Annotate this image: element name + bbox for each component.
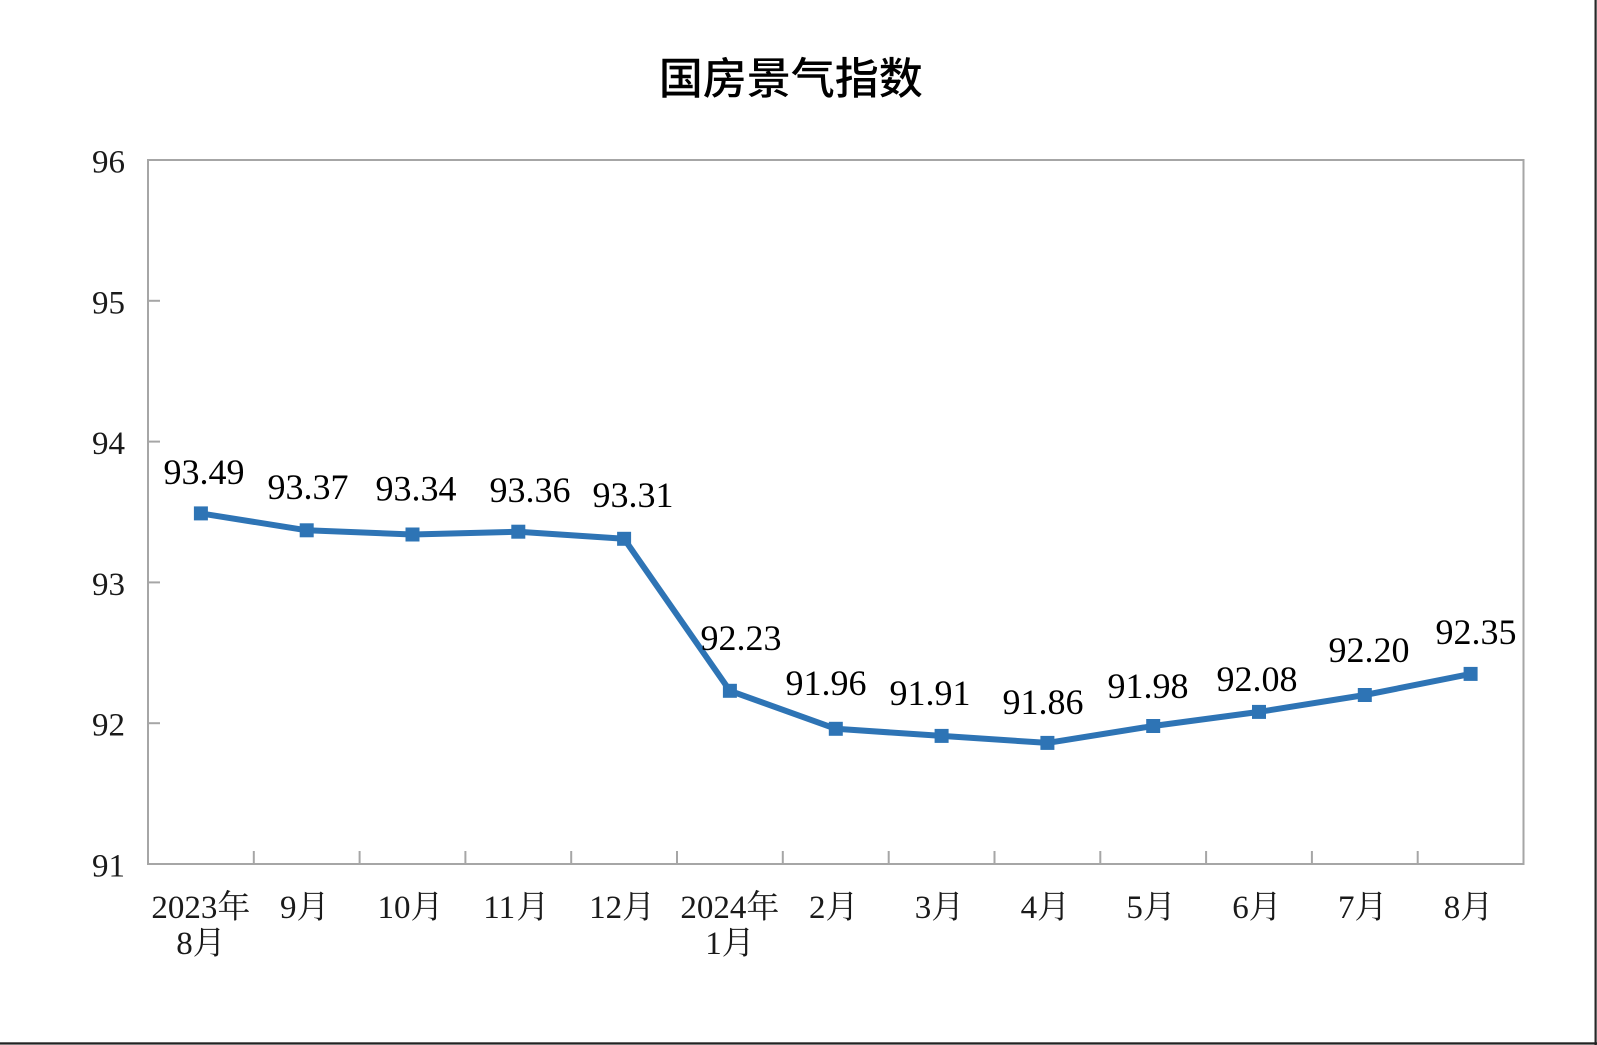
svg-text:7: 7 <box>1338 890 1355 926</box>
svg-text:94: 94 <box>92 426 125 462</box>
svg-text:91: 91 <box>92 849 125 885</box>
svg-text:91.86: 91.86 <box>1003 682 1084 722</box>
svg-text:92.35: 92.35 <box>1436 612 1517 652</box>
svg-text:1: 1 <box>705 926 722 962</box>
svg-text:10: 10 <box>378 890 411 926</box>
svg-text:92.20: 92.20 <box>1329 630 1410 670</box>
svg-text:8: 8 <box>176 926 193 962</box>
svg-text:11: 11 <box>483 890 515 926</box>
svg-text:93.34: 93.34 <box>376 469 457 509</box>
svg-text:93.31: 93.31 <box>593 475 674 515</box>
svg-text:92.08: 92.08 <box>1217 659 1298 699</box>
svg-text:12: 12 <box>589 890 622 926</box>
svg-text:95: 95 <box>92 285 125 321</box>
svg-text:91.91: 91.91 <box>890 673 971 713</box>
svg-text:6: 6 <box>1232 890 1249 926</box>
svg-text:2023: 2023 <box>151 890 217 926</box>
svg-text:93.37: 93.37 <box>268 467 349 507</box>
svg-text:92.23: 92.23 <box>701 618 782 658</box>
svg-text:92: 92 <box>92 708 125 744</box>
svg-text:96: 96 <box>92 145 125 181</box>
svg-text:2: 2 <box>809 890 826 926</box>
svg-text:93.49: 93.49 <box>164 452 245 492</box>
svg-text:4: 4 <box>1021 890 1038 926</box>
svg-text:8: 8 <box>1444 890 1461 926</box>
svg-text:91.96: 91.96 <box>786 663 867 703</box>
svg-text:3: 3 <box>915 890 932 926</box>
svg-text:9: 9 <box>280 890 297 926</box>
svg-text:93.36: 93.36 <box>490 470 571 510</box>
svg-text:2024: 2024 <box>680 890 746 926</box>
svg-text:91.98: 91.98 <box>1108 666 1189 706</box>
svg-text:93: 93 <box>92 567 125 603</box>
svg-text:5: 5 <box>1126 890 1143 926</box>
